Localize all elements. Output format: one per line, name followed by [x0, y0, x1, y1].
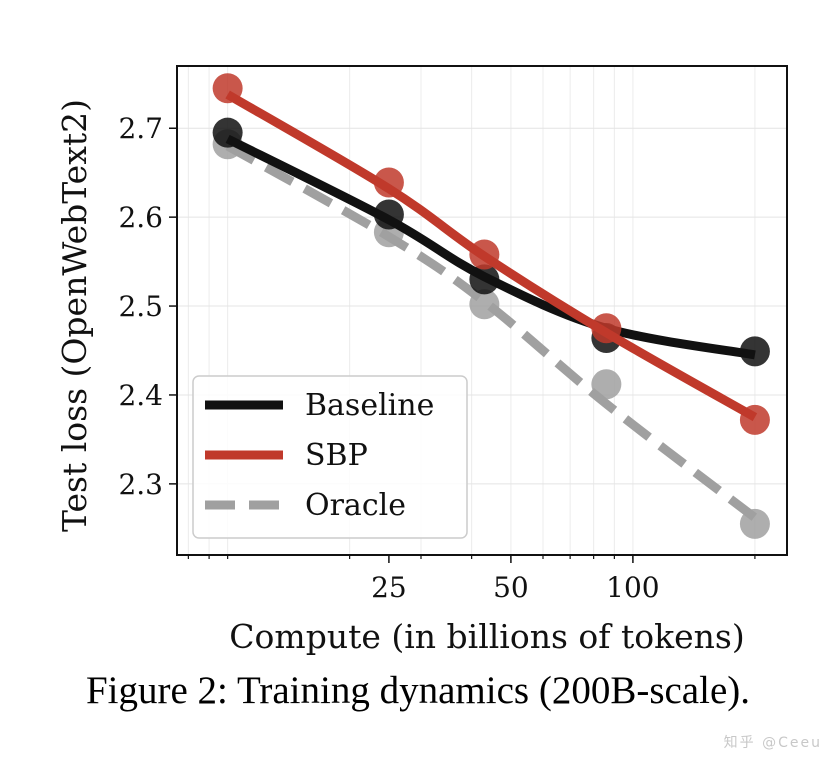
series-line-baseline [225, 134, 756, 360]
y-tick-label: 2.4 [118, 379, 163, 412]
series-layer [212, 73, 770, 539]
y-tick-label: 2.3 [118, 468, 163, 501]
ticks: 25 50 100 2.3 2.4 2.5 2.6 2.7 [118, 112, 756, 604]
y-axis-label: Test loss (OpenWebText2) [55, 99, 94, 532]
grid [177, 66, 787, 555]
series-line-oracle [225, 142, 758, 522]
data-point-oracle [591, 369, 622, 400]
chart: 25 50 100 2.3 2.4 2.5 2.6 2.7 Compute (in billi… [55, 65, 788, 656]
y-tick-label: 2.5 [118, 290, 163, 323]
y-tick-label: 2.7 [118, 112, 163, 145]
series-line-sbp [225, 90, 758, 422]
series-sbp [212, 73, 770, 435]
x-tick-label: 25 [371, 571, 407, 604]
legend-label-oracle: Oracle [305, 488, 406, 523]
legend: Baseline SBP Oracle [192, 375, 468, 539]
figure-caption: Figure 2: Training dynamics (200B-scale)… [85, 669, 750, 712]
legend-label-baseline: Baseline [305, 388, 434, 423]
x-tick-label: 50 [493, 571, 529, 604]
x-axis-label: Compute (in billions of tokens) [229, 617, 744, 656]
x-tick-label: 100 [606, 571, 659, 604]
watermark: 知乎 @Ceeu [723, 735, 822, 751]
legend-box [192, 375, 468, 539]
y-tick-label: 2.6 [118, 201, 163, 234]
plot-frame [176, 65, 788, 556]
legend-label-sbp: SBP [305, 438, 368, 473]
